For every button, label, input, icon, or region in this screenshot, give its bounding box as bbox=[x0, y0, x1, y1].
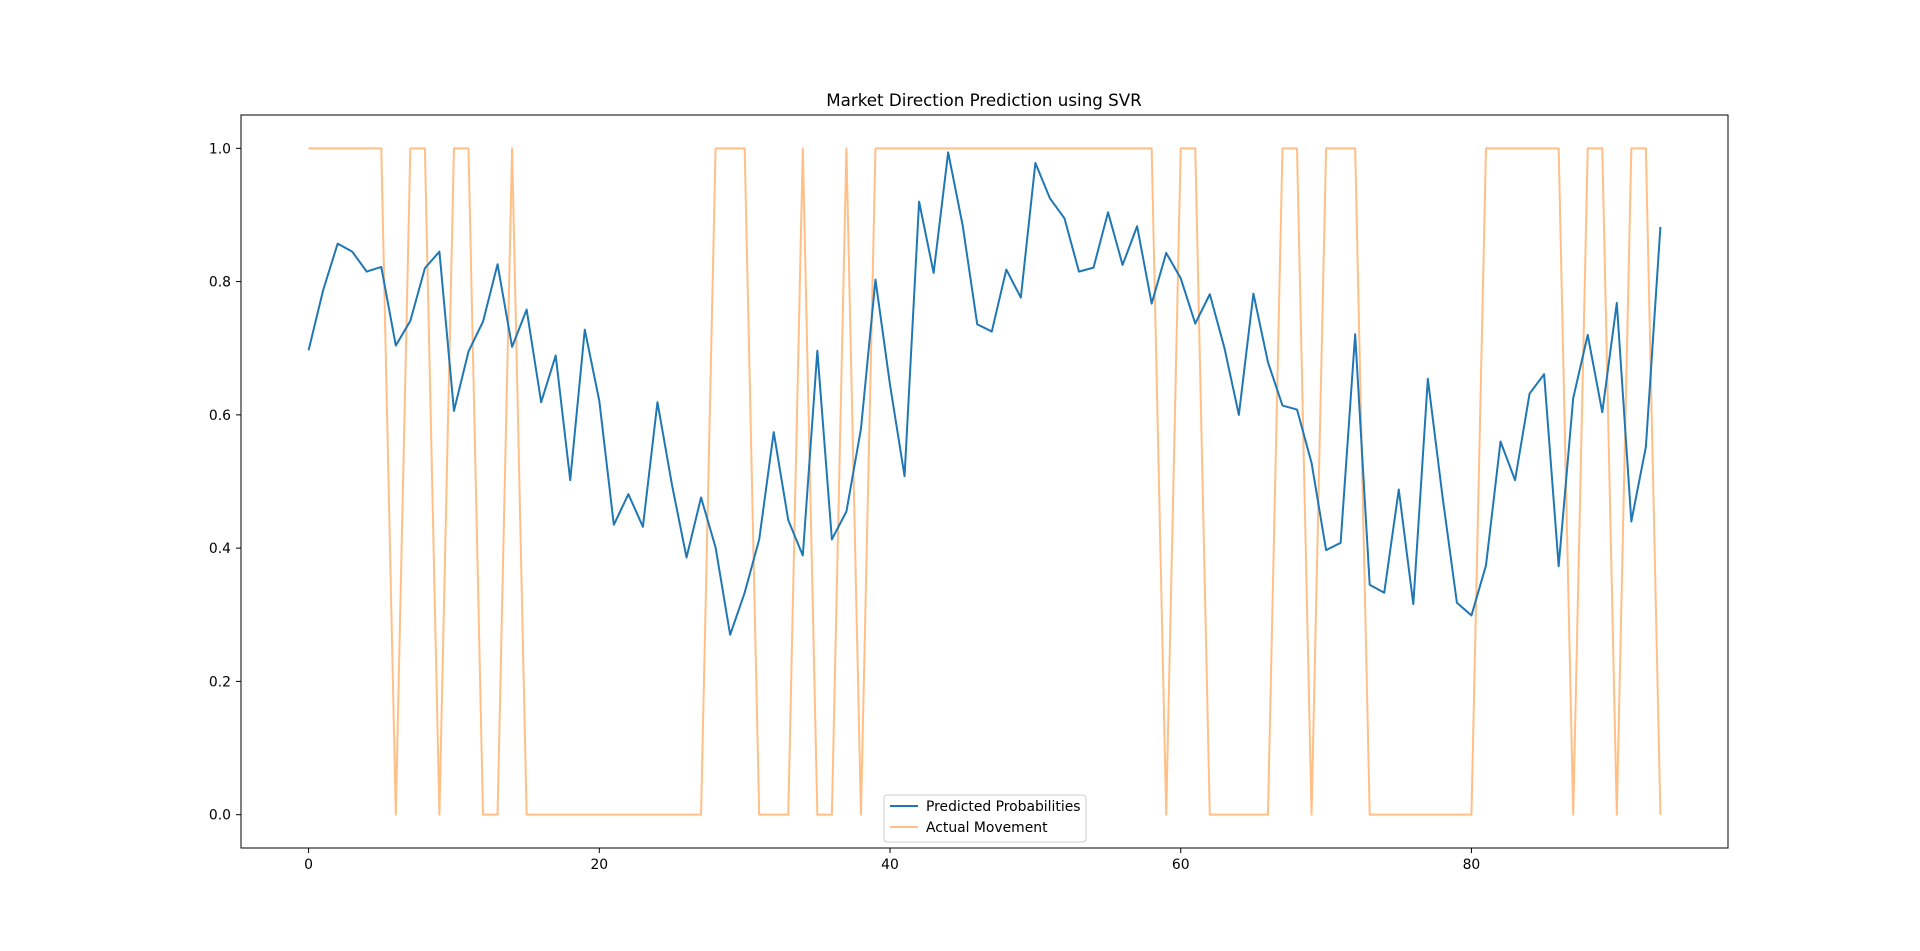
plot-area bbox=[307, 147, 1662, 816]
y-tick-label: 1.0 bbox=[209, 141, 231, 157]
legend-label-actual: Actual Movement bbox=[926, 820, 1048, 836]
y-tick-label: 0.0 bbox=[209, 808, 231, 824]
axes-frame bbox=[240, 114, 1729, 849]
chart-title: Market Direction Prediction using SVR bbox=[826, 90, 1142, 110]
y-tick-label: 0.8 bbox=[209, 275, 231, 291]
x-tick-label: 20 bbox=[590, 857, 608, 873]
y-tick-label: 0.6 bbox=[209, 408, 231, 424]
x-tick-label: 40 bbox=[881, 857, 899, 873]
legend-label-predicted: Predicted Probabilities bbox=[926, 799, 1080, 815]
x-axis: 0 20 40 60 80 bbox=[304, 848, 1480, 873]
series-line-predicted-probabilities bbox=[307, 151, 1662, 636]
legend-box bbox=[883, 794, 1087, 843]
legend: Predicted Probabilities Actual Movement bbox=[883, 794, 1087, 843]
series-line-actual-movement bbox=[308, 147, 1662, 816]
y-tick-label: 0.2 bbox=[209, 674, 231, 690]
y-tick-label: 0.4 bbox=[209, 541, 231, 557]
y-axis: 0.0 0.2 0.4 0.6 0.8 1.0 bbox=[209, 141, 241, 824]
x-tick-label: 80 bbox=[1463, 857, 1481, 873]
x-tick-label: 0 bbox=[304, 857, 313, 873]
x-tick-label: 60 bbox=[1172, 857, 1190, 873]
